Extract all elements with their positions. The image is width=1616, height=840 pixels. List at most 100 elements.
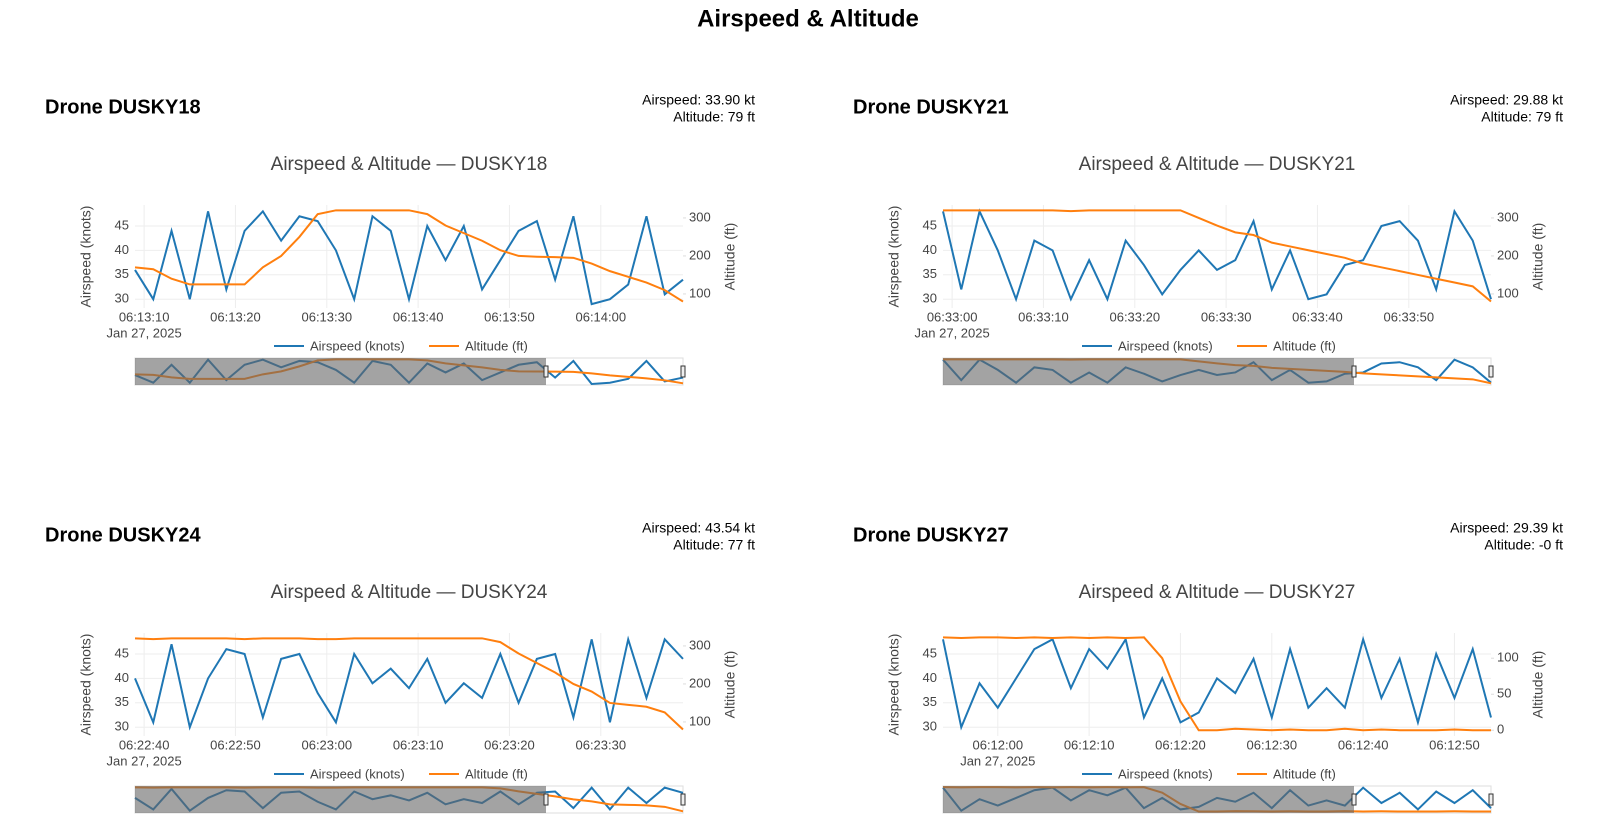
page-title: Airspeed & Altitude — [697, 5, 919, 32]
x-tick-label: 06:13:40 — [393, 309, 444, 324]
x-tick-label: 06:33:20 — [1109, 309, 1160, 324]
legend-label: Altitude (ft) — [1273, 338, 1336, 353]
series-line — [943, 209, 1492, 303]
y2-tick-label: 200 — [689, 247, 711, 262]
x-tick-label: 06:12:50 — [1429, 737, 1480, 752]
y-tick-label: 40 — [923, 242, 937, 257]
series-line — [942, 636, 1491, 732]
x-tick-label: 06:23:20 — [484, 737, 535, 752]
chart-title: Airspeed & Altitude — DUSKY27 — [1079, 582, 1356, 603]
slider-mask — [943, 358, 1354, 385]
legend-label: Altitude (ft) — [465, 766, 528, 781]
y-tick-label: 30 — [115, 291, 129, 306]
x-date-label: Jan 27, 2025 — [915, 325, 990, 340]
slider-handle[interactable] — [543, 793, 549, 806]
x-tick-label: 06:23:10 — [393, 737, 444, 752]
chart-title: Airspeed & Altitude — DUSKY18 — [271, 154, 548, 175]
y2-tick-label: 300 — [1497, 209, 1519, 224]
x-tick-label: 06:23:00 — [301, 737, 352, 752]
drone-panel: Drone DUSKY27 Airspeed: 29.39 ktAltitude:… — [853, 520, 1563, 814]
panel-stat: Airspeed: 29.39 kt — [1450, 520, 1563, 536]
y-tick-label: 40 — [115, 670, 129, 685]
slider-handle[interactable] — [1351, 365, 1357, 378]
panel-heading: Drone DUSKY21 — [853, 96, 1009, 118]
y-tick-label: 45 — [115, 217, 129, 232]
x-tick-label: 06:12:30 — [1246, 737, 1297, 752]
y2-tick-label: 200 — [1497, 247, 1519, 262]
y-tick-label: 35 — [923, 266, 937, 281]
slider-handle[interactable] — [680, 365, 686, 378]
panel-stat: Airspeed: 33.90 kt — [642, 92, 755, 108]
x-tick-label: 06:23:30 — [575, 737, 626, 752]
legend-label: Airspeed (knots) — [1118, 766, 1213, 781]
x-tick-label: 06:22:50 — [210, 737, 261, 752]
y-tick-label: 40 — [115, 242, 129, 257]
y-tick-label: 35 — [115, 266, 129, 281]
x-tick-label: 06:33:50 — [1383, 309, 1434, 324]
slider-handle[interactable] — [1488, 793, 1494, 806]
y2-tick-label: 50 — [1497, 686, 1511, 701]
y-tick-label: 35 — [923, 694, 937, 709]
series-line — [134, 209, 684, 303]
panel-stat: Airspeed: 29.88 kt — [1450, 92, 1563, 108]
slider-mask — [943, 786, 1354, 813]
x-tick-label: 06:13:20 — [210, 309, 261, 324]
series-line — [942, 635, 1492, 731]
slider-handle[interactable] — [1488, 365, 1494, 378]
x-date-label: Jan 27, 2025 — [107, 325, 182, 340]
y-tick-label: 30 — [923, 291, 937, 306]
slider-mask — [135, 786, 546, 813]
y-tick-label: 45 — [115, 645, 129, 660]
legend-label: Altitude (ft) — [465, 338, 528, 353]
x-tick-label: 06:33:40 — [1292, 309, 1343, 324]
panel-heading: Drone DUSKY27 — [853, 524, 1009, 546]
x-tick-label: 06:12:10 — [1064, 737, 1115, 752]
y-axis-title: Airspeed (knots) — [78, 634, 94, 736]
legend-label: Altitude (ft) — [1273, 766, 1336, 781]
panel-stat: Altitude: 79 ft — [673, 109, 755, 125]
slider-handle[interactable] — [1351, 793, 1357, 806]
series-line — [942, 208, 1492, 303]
drone-panel: Drone DUSKY24 Airspeed: 43.54 ktAltitude:… — [45, 520, 755, 814]
panel-stat: Airspeed: 43.54 kt — [642, 520, 755, 536]
x-tick-label: 06:33:30 — [1201, 309, 1252, 324]
y2-tick-label: 300 — [689, 209, 711, 224]
legend-label: Airspeed (knots) — [310, 766, 405, 781]
x-tick-label: 06:13:10 — [119, 309, 170, 324]
y-axis-title: Airspeed (knots) — [886, 206, 902, 308]
slider-handle[interactable] — [543, 365, 549, 378]
x-tick-label: 06:13:30 — [301, 309, 352, 324]
drone-panel: Drone DUSKY21 Airspeed: 29.88 ktAltitude:… — [853, 92, 1563, 386]
x-date-label: Jan 27, 2025 — [960, 753, 1035, 768]
x-tick-label: 06:33:00 — [927, 309, 978, 324]
chart-title: Airspeed & Altitude — DUSKY24 — [271, 582, 548, 603]
panel-heading: Drone DUSKY24 — [45, 524, 201, 546]
panel-stat: Altitude: -0 ft — [1484, 537, 1563, 553]
y-axis-title: Airspeed (knots) — [78, 206, 94, 308]
y2-tick-label: 200 — [689, 675, 711, 690]
x-date-label: Jan 27, 2025 — [107, 753, 182, 768]
legend-label: Airspeed (knots) — [310, 338, 405, 353]
legend-label: Airspeed (knots) — [1118, 338, 1213, 353]
x-tick-label: 06:13:50 — [484, 309, 535, 324]
series-line — [134, 209, 684, 306]
panel-heading: Drone DUSKY18 — [45, 96, 201, 118]
y-tick-label: 45 — [923, 645, 937, 660]
x-tick-label: 06:12:40 — [1338, 737, 1389, 752]
y2-tick-label: 100 — [1497, 650, 1519, 665]
series-line — [134, 635, 684, 731]
y2-tick-label: 100 — [689, 285, 711, 300]
y-tick-label: 30 — [923, 719, 937, 734]
slider-handle[interactable] — [680, 793, 686, 806]
y2-axis-title: Altitude (ft) — [1530, 223, 1546, 291]
y-tick-label: 30 — [115, 719, 129, 734]
panel-stat: Altitude: 79 ft — [1481, 109, 1563, 125]
y2-tick-label: 100 — [689, 713, 711, 728]
y-axis-title: Airspeed (knots) — [886, 634, 902, 736]
panel-stat: Altitude: 77 ft — [673, 537, 755, 553]
y2-tick-label: 100 — [1497, 285, 1519, 300]
x-tick-label: 06:12:00 — [972, 737, 1023, 752]
drone-panel: Drone DUSKY18 Airspeed: 33.90 ktAltitude:… — [45, 92, 755, 386]
